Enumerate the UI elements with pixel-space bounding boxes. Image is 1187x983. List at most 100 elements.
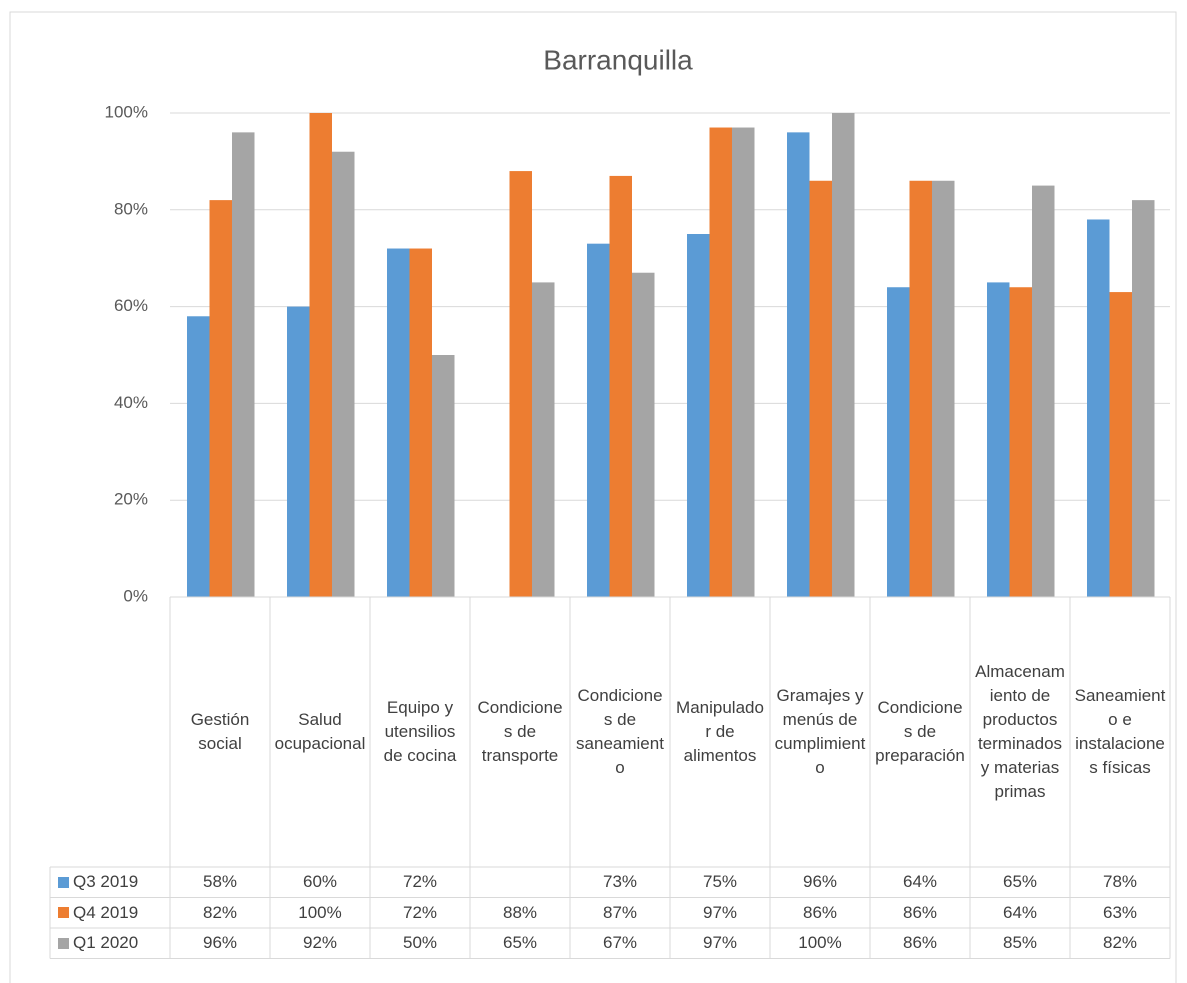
data-label: 65% [970,867,1070,898]
data-label: 75% [670,867,770,898]
y-tick-label: 100% [105,102,148,121]
bar [287,306,310,597]
bar [1087,219,1110,598]
legend-label: Q1 2020 [73,933,139,953]
bar [909,180,932,597]
x-tick-label: Manipulador de alimentos [670,597,770,867]
data-label-text: 96% [802,872,838,892]
data-label-text: 50% [402,933,438,953]
bar [432,355,455,597]
data-label-text: 60% [302,872,338,892]
bar [509,171,532,597]
x-tick-label-text: Manipulador de alimentos [676,698,764,765]
data-label: 67% [570,928,670,959]
legend-label: Q3 2019 [73,872,139,892]
data-label-text: 63% [1102,902,1138,922]
bar [387,248,410,597]
data-label: 86% [870,928,970,959]
bar [809,180,832,597]
data-label: 63% [1070,898,1170,929]
data-label: 50% [370,928,470,959]
x-tick-label: Gestión social [170,597,270,867]
chart-title: Barranquilla [543,44,693,75]
data-label-text: 100% [298,902,342,922]
data-label: 92% [270,928,370,959]
x-tick-label: Equipo y utensilios de cocina [370,597,470,867]
legend-swatch [58,907,69,919]
data-label-text: 87% [602,902,638,922]
data-label: 72% [370,898,470,929]
data-label-text: 82% [1102,933,1138,953]
data-label: 58% [170,867,270,898]
data-label-text: 72% [402,902,438,922]
data-label-text: 86% [902,933,938,953]
data-label: 88% [470,898,570,929]
data-label-text: 92% [302,933,338,953]
bar [409,248,432,597]
x-tick-label-text: Condiciones de saneamiento [576,686,664,777]
data-label: 86% [770,898,870,929]
data-label: 100% [770,928,870,959]
bar [687,234,710,597]
x-tick-label-text: Gestión social [190,710,250,753]
data-label: 73% [570,867,670,898]
x-tick-label-text: Gramajes y menús de cumplimiento [774,686,866,777]
data-label-text: 96% [202,933,238,953]
y-tick-label: 0% [123,586,148,605]
legend-label: Q4 2019 [73,902,139,922]
data-label-text: 97% [702,933,738,953]
data-label-text: 86% [802,902,838,922]
bar [832,113,855,597]
bar [1132,200,1155,597]
bar [787,132,810,598]
bar [309,113,332,597]
data-label-text: 64% [902,872,938,892]
bar [187,316,210,597]
x-tick-label-text: Salud ocupacional [274,710,366,753]
data-label: 86% [870,898,970,929]
data-label-text: 75% [702,872,738,892]
data-label-text: 65% [1002,872,1038,892]
data-label: 82% [1070,928,1170,959]
data-label: 97% [670,928,770,959]
data-label: 87% [570,898,670,929]
chart-border [9,11,1177,983]
data-label-text: 97% [702,902,738,922]
y-tick-label: 80% [114,199,148,218]
x-tick-label-text: Saneamiento e instalaciones físicas [1074,686,1166,777]
legend-entry: Q3 2019 [50,867,170,898]
data-label: 72% [370,867,470,898]
x-tick-label: Condiciones de preparación [870,597,970,867]
data-label: 64% [970,898,1070,929]
bar [232,132,255,598]
bar [332,151,355,597]
data-label-text: 58% [202,872,238,892]
legend-swatch [58,876,69,888]
bar [1032,185,1055,597]
bar [587,243,610,597]
bar [1109,292,1132,597]
bar [532,282,555,597]
x-tick-label: Gramajes y menús de cumplimiento [770,597,870,867]
data-label: 100% [270,898,370,929]
bar [987,282,1010,597]
data-label: 65% [470,928,570,959]
x-tick-label-text: Equipo y utensilios de cocina [383,698,457,765]
bar [709,127,732,598]
data-label: 64% [870,867,970,898]
bar [609,175,632,598]
data-label-text: 65% [502,933,538,953]
x-tick-label: Condiciones de transporte [470,597,570,867]
x-tick-label: Salud ocupacional [270,597,370,867]
bar [1009,287,1032,597]
data-label-text: 88% [502,902,538,922]
bar [887,287,910,597]
data-label: 82% [170,898,270,929]
x-tick-label: Almacenamiento de productos terminados y… [970,597,1070,867]
data-label: 85% [970,928,1070,959]
data-label: 96% [170,928,270,959]
data-label-text: 82% [202,902,238,922]
x-tick-label: Condiciones de saneamiento [570,597,670,867]
